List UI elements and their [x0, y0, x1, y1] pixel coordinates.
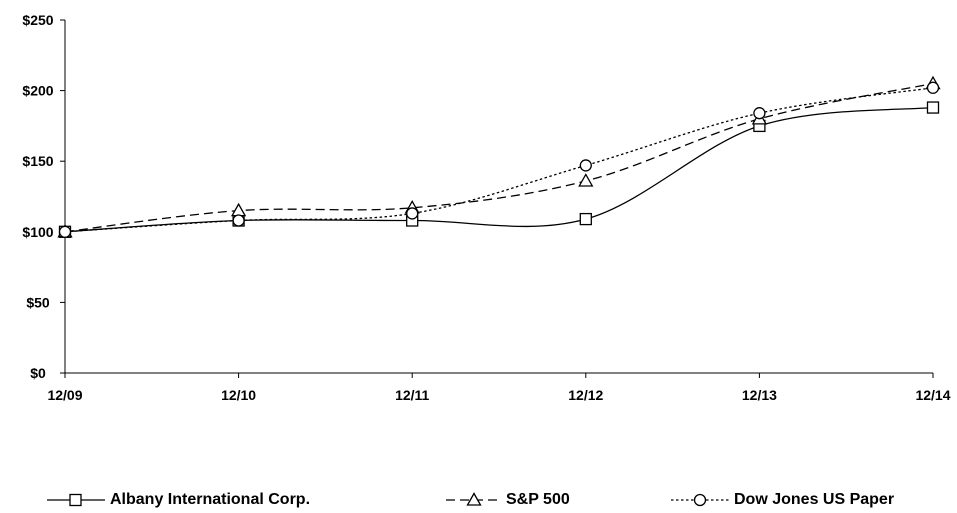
- series-line-3: [64, 87, 934, 233]
- y-tick-label: $50: [26, 294, 50, 310]
- data-point-series-3-3: [406, 207, 419, 220]
- y-tick-label: $0: [30, 365, 46, 381]
- data-point-series-3-6: [926, 81, 940, 94]
- legend-swatch-square: [47, 493, 105, 507]
- legend-swatch-circle: [671, 493, 729, 507]
- data-point-series-2-4: [578, 173, 594, 187]
- legend-item-series-3: Dow Jones US Paper: [671, 488, 894, 512]
- y-tick-label: $100: [22, 224, 53, 240]
- data-point-series-2-2: [230, 202, 247, 217]
- y-tick-label: $200: [22, 83, 53, 99]
- chart-legend: Albany International Corp. S&P 500 Dow J…: [0, 488, 957, 512]
- x-tick-label: 12/10: [221, 387, 256, 403]
- legend-item-series-2: S&P 500: [446, 488, 570, 512]
- series-line-2: [64, 82, 934, 233]
- legend-item-series-1: Albany International Corp.: [47, 488, 310, 512]
- data-point-series-3-4: [579, 159, 592, 172]
- series-markers: [57, 75, 941, 238]
- legend-label-series-3: Dow Jones US Paper: [734, 491, 895, 508]
- data-point-series-3-5: [753, 107, 766, 120]
- x-tick-label: 12/13: [742, 387, 777, 403]
- y-tick-label: $150: [22, 153, 53, 169]
- x-tick-label: 12/11: [395, 387, 429, 403]
- data-point-series-3-1: [58, 225, 72, 238]
- y-tick-label: $250: [22, 12, 53, 28]
- line-chart: $0 $50 $100 $150 $200 $250 12/09 12/10 12/11 12/1…: [22, 12, 950, 403]
- series-line-1: [64, 106, 934, 233]
- legend-swatch-triangle: [446, 492, 502, 506]
- data-point-series-3-2: [232, 214, 245, 227]
- tick-labels: $0 $50 $100 $150 $200 $250 12/09 12/10 12/11 12/1…: [22, 12, 950, 403]
- x-tick-label: 12/14: [915, 387, 950, 403]
- x-tick-label: 12/09: [47, 387, 82, 403]
- chart-axes: [60, 19, 934, 378]
- legend-label-series-1: Albany International Corp.: [110, 491, 311, 508]
- x-tick-label: 12/12: [568, 387, 603, 403]
- data-point-series-1-6: [926, 101, 940, 114]
- legend-label-series-2: S&P 500: [506, 491, 570, 508]
- series-lines: [64, 82, 934, 233]
- data-point-series-1-4: [579, 212, 592, 226]
